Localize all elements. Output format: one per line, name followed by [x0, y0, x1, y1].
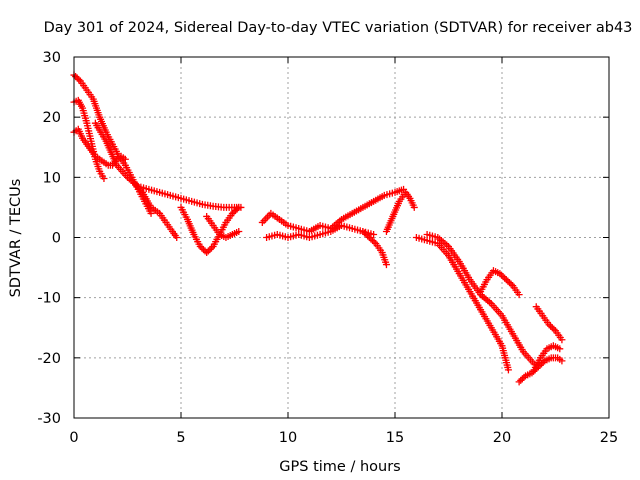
data-point [359, 227, 367, 235]
data-point [235, 203, 243, 211]
data-point [502, 276, 510, 284]
track-marker [361, 229, 369, 237]
track-marker [497, 271, 505, 279]
data-point [235, 227, 243, 235]
y-tick-label: -10 [37, 291, 61, 307]
track-marker [364, 232, 372, 240]
satellite-track-e [130, 179, 181, 241]
track-marker [198, 244, 206, 252]
satellite-track-n [477, 267, 523, 299]
x-tick-label: 15 [386, 430, 404, 446]
track-marker [367, 235, 375, 243]
data-point [515, 378, 523, 386]
satellite-track-d [91, 119, 245, 211]
track-marker [548, 324, 556, 332]
x-tick-label: 20 [493, 430, 511, 446]
y-axis-label: SDTVAR / TECUs [8, 179, 24, 298]
data-point [203, 249, 211, 257]
satellite-track-l [412, 234, 512, 374]
track-marker [507, 280, 515, 288]
track-marker [199, 246, 207, 254]
satellite-track-j [359, 227, 390, 269]
track-marker [501, 274, 509, 282]
track-marker [505, 279, 513, 287]
satellite-track-g [203, 212, 243, 241]
track-marker [232, 206, 240, 214]
track-marker [369, 237, 377, 245]
data-point [382, 261, 390, 269]
track-marker [73, 74, 81, 82]
satellite-track-p [532, 303, 566, 344]
data-points [70, 71, 566, 386]
chart-title: Day 301 of 2024, Sidereal Day-to-day VTE… [44, 20, 633, 36]
satellite-track-q [530, 342, 564, 374]
satellite-track-i [263, 221, 378, 241]
y-tick-label: 0 [52, 231, 61, 247]
satellite-track-m [423, 230, 538, 368]
track-marker [550, 325, 558, 333]
y-tick-label: 20 [43, 110, 61, 126]
data-point [504, 366, 512, 374]
data-point [121, 155, 129, 163]
track-marker [518, 375, 526, 383]
track-marker [504, 277, 512, 285]
data-point [365, 234, 373, 241]
track-marker [206, 246, 214, 254]
grid-lines [74, 57, 609, 418]
axis-ticks: 0 5 10 15 20 25 -30 -20 -10 0 10 20 30 [37, 50, 618, 446]
x-tick-label: 10 [279, 430, 297, 446]
track-marker [75, 76, 83, 84]
y-tick-label: 10 [43, 170, 61, 186]
data-point [515, 291, 523, 299]
track-marker [72, 73, 80, 81]
x-tick-label: 5 [176, 430, 185, 446]
x-tick-label: 25 [600, 430, 618, 446]
x-axis-label: GPS time / hours [279, 459, 400, 475]
data-point [410, 203, 418, 211]
satellite-track-f [177, 203, 243, 257]
satellite-track-k [382, 188, 418, 235]
track-marker [517, 376, 525, 384]
data-point [147, 209, 155, 217]
track-marker [538, 360, 546, 368]
data-point [100, 175, 108, 183]
track-marker [204, 247, 212, 255]
data-point [370, 230, 378, 238]
data-point [558, 357, 566, 365]
track-marker [370, 238, 378, 246]
data-point [556, 345, 564, 353]
track-marker [230, 208, 238, 216]
x-tick-label: 0 [69, 430, 78, 446]
data-point [228, 209, 236, 217]
data-point [558, 336, 566, 344]
y-tick-label: -20 [37, 351, 61, 367]
y-tick-label: -30 [37, 411, 61, 427]
track-marker [520, 373, 528, 381]
track-marker [207, 244, 215, 252]
track-marker [362, 230, 370, 238]
data-point [196, 243, 204, 251]
track-marker [499, 273, 507, 281]
data-point [173, 234, 181, 241]
track-marker [233, 205, 241, 213]
y-tick-label: 30 [43, 50, 61, 66]
data-point [545, 321, 553, 329]
data-point [496, 270, 504, 278]
track-marker [547, 322, 555, 330]
satellite-track-h [258, 185, 408, 235]
